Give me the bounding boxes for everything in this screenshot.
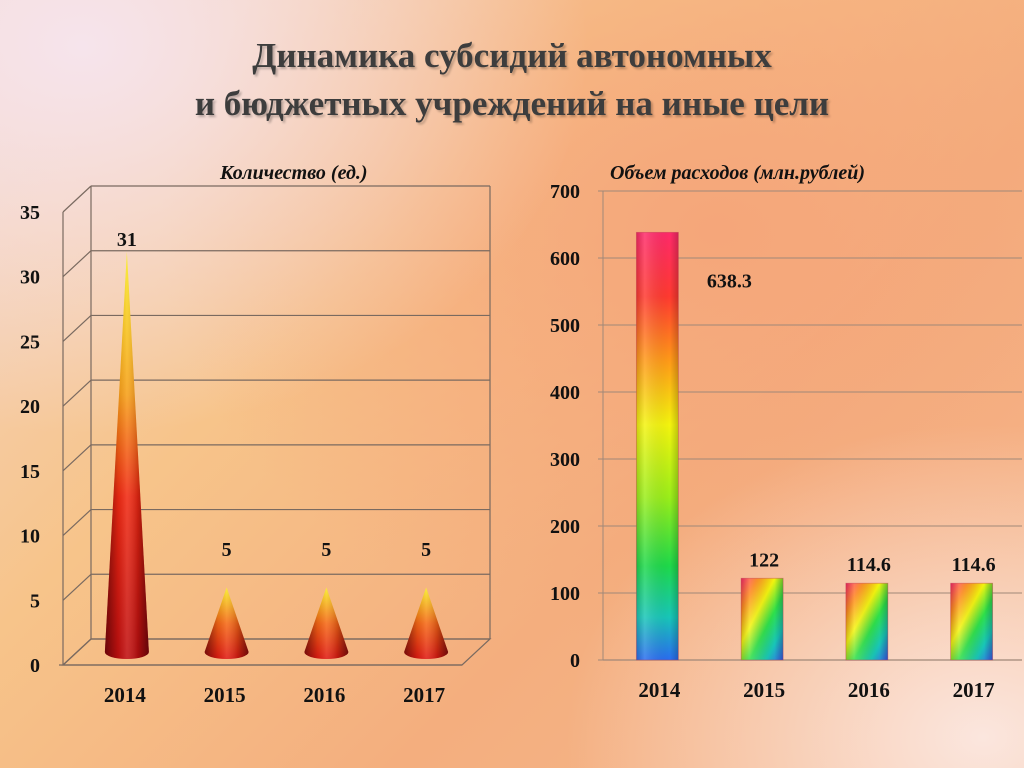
left-grid-diagonal [62, 250, 92, 278]
left-y-tick-label: 10 [20, 526, 40, 548]
right-y-tick-label: 300 [550, 449, 580, 471]
right-y-tick-label: 600 [550, 248, 580, 270]
right-y-tick-label: 400 [550, 382, 580, 404]
left-grid-diagonal [62, 379, 92, 407]
left-y-tick-label: 5 [30, 590, 40, 612]
left-category-label: 2016 [303, 683, 345, 707]
left-grid-diagonal [62, 573, 92, 601]
right-y-tick-label: 200 [550, 516, 580, 538]
right-y-tick-label: 500 [550, 315, 580, 337]
slide-title: Динамика субсидий автономных и бюджетных… [0, 32, 1024, 128]
right-category-label: 2015 [743, 678, 785, 702]
right-y-tick-label: 700 [550, 181, 580, 203]
right-chart-title: Объем расходов (млн.рублей) [610, 162, 865, 184]
left-cone-bar [204, 587, 249, 659]
right-y-tick-label: 100 [550, 583, 580, 605]
right-column-bar [740, 577, 784, 661]
right-category-label: 2017 [953, 678, 995, 702]
right-column-bar [845, 582, 889, 661]
left-y-tick-label: 35 [20, 202, 40, 224]
left-y-tick-label: 30 [20, 267, 40, 289]
left-grid-diagonal [62, 509, 92, 537]
left-grid-diagonal [62, 444, 92, 472]
right-y-tick-label: 0 [570, 650, 580, 672]
left-y-tick-label: 0 [30, 655, 40, 677]
left-category-label: 2015 [204, 683, 246, 707]
left-data-label: 5 [421, 539, 431, 561]
left-data-label: 31 [117, 229, 137, 251]
left-cone-bar [304, 587, 349, 659]
right-data-label: 114.6 [952, 554, 996, 576]
right-category-label: 2014 [638, 678, 681, 702]
left-data-label: 5 [222, 539, 232, 561]
right-data-label: 638.3 [707, 270, 752, 292]
right-data-label: 122 [749, 549, 779, 571]
left-y-tick-label: 20 [20, 396, 40, 418]
left-cone-bar [104, 252, 149, 659]
left-cone-bar [404, 587, 449, 659]
left-category-label: 2017 [403, 683, 445, 707]
left-grid-diagonal [62, 314, 92, 342]
left-chart-title: Количество (ед.) [220, 162, 368, 184]
right-category-label: 2016 [848, 678, 890, 702]
slide-title-line-2: и бюджетных учреждений на иные цели [194, 84, 830, 123]
left-y-tick-label: 25 [20, 331, 40, 353]
left-y-tick-label: 15 [20, 461, 40, 483]
right-column-bar [950, 582, 994, 661]
right-column-bar [635, 231, 679, 661]
right-data-label: 114.6 [847, 554, 891, 576]
left-category-label: 2014 [104, 683, 147, 707]
left-grid-diagonal [62, 185, 92, 213]
slide-title-line-1: Динамика субсидий автономных [252, 36, 772, 75]
left-data-label: 5 [321, 539, 331, 561]
